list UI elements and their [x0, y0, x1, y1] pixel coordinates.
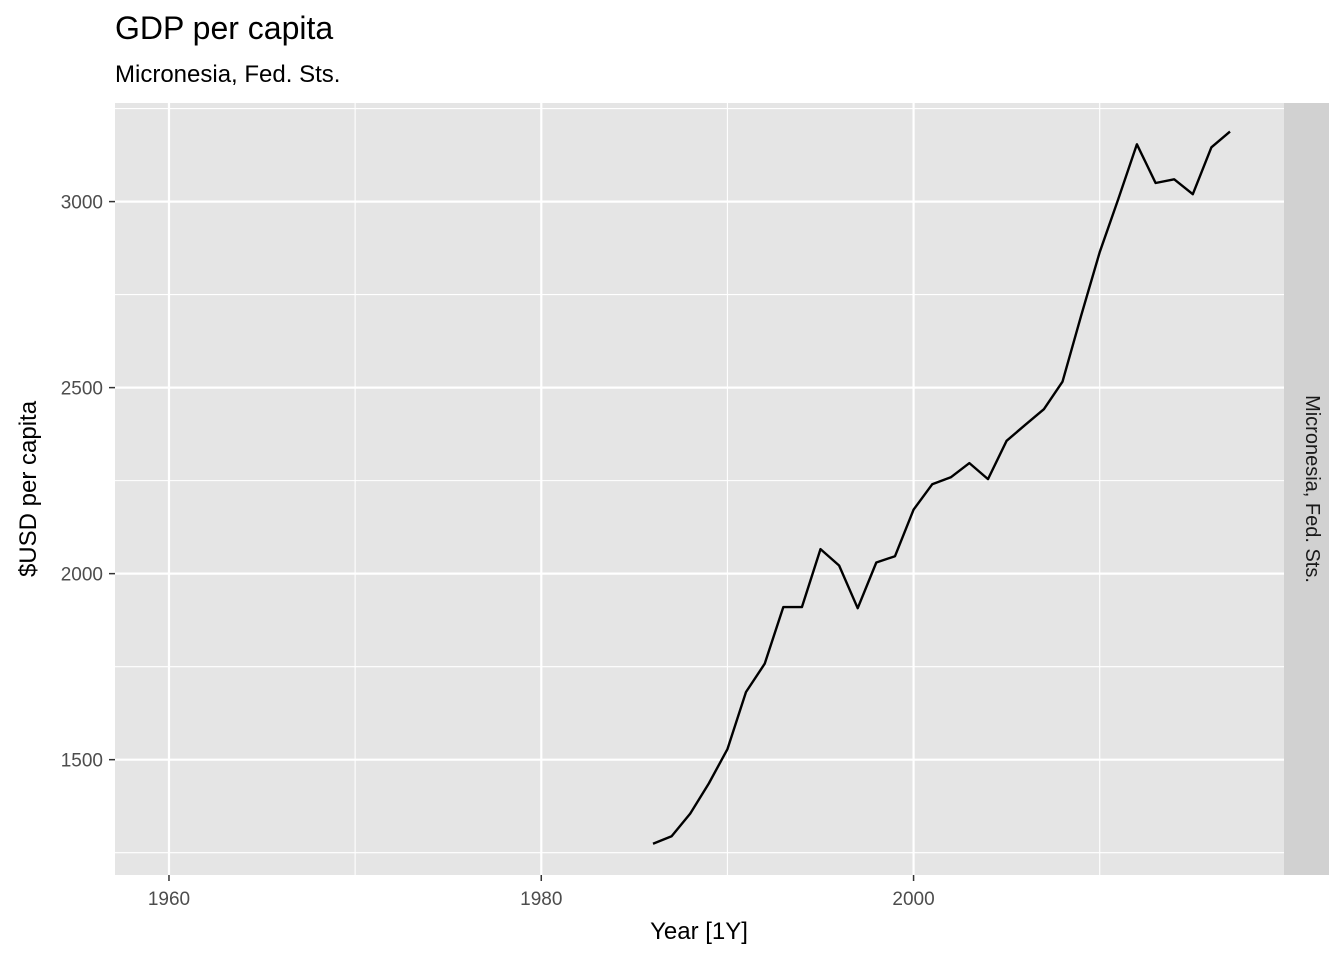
- x-tick-label: 1980: [520, 889, 562, 910]
- facet-strip-label: Micronesia, Fed. Sts.: [1301, 395, 1323, 583]
- y-axis: 1500 2000 2500 3000: [61, 193, 115, 772]
- minor-gridlines: [115, 103, 1284, 875]
- major-gridlines: [115, 103, 1284, 875]
- y-tick-label: 3000: [61, 193, 103, 214]
- chart-subtitle: Micronesia, Fed. Sts.: [115, 61, 340, 88]
- y-tick-label: 1500: [61, 751, 103, 772]
- x-tick-label: 1960: [148, 889, 190, 910]
- series-layer: [652, 130, 1231, 845]
- series-line: [652, 130, 1231, 845]
- plot-panel: [115, 103, 1284, 875]
- chart-title: GDP per capita: [115, 10, 333, 46]
- y-tick-label: 2000: [61, 565, 103, 586]
- facet-strip: [1284, 103, 1329, 875]
- y-axis-title: $USD per capita: [15, 400, 42, 577]
- x-axis: 1960 1980 2000: [148, 875, 935, 910]
- y-tick-label: 2500: [61, 379, 103, 400]
- x-axis-title: Year [1Y]: [650, 918, 748, 945]
- x-tick-label: 2000: [892, 889, 934, 910]
